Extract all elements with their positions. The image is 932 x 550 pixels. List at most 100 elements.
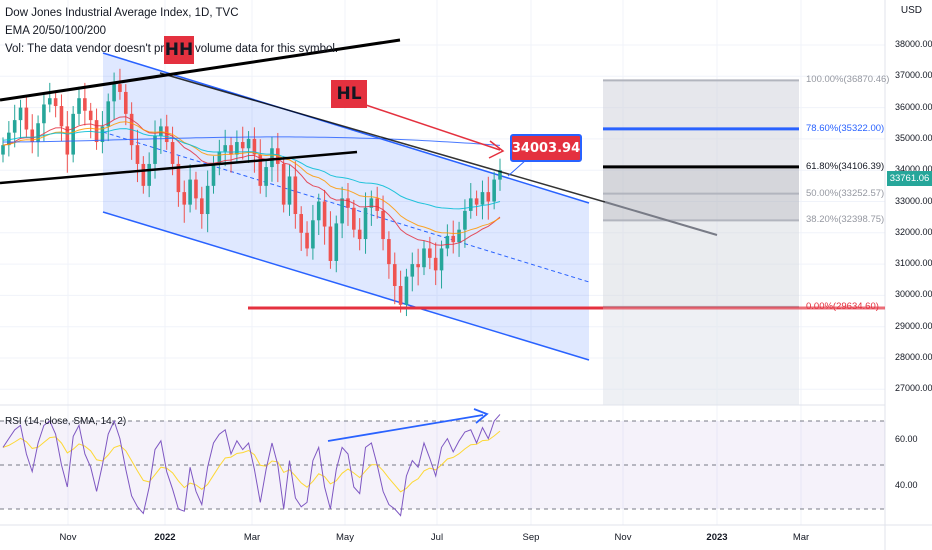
currency-label: USD bbox=[900, 5, 922, 16]
ema-legend[interactable]: EMA 20/50/100/200 bbox=[5, 25, 107, 37]
candle-body bbox=[18, 107, 23, 121]
time-axis-label: Mar bbox=[243, 532, 261, 543]
price-axis-label: 32000.00 bbox=[895, 226, 932, 237]
candle-body bbox=[439, 248, 444, 271]
candle-body bbox=[340, 198, 344, 224]
candle-body bbox=[205, 185, 210, 215]
candle-body bbox=[153, 135, 157, 164]
candle-body bbox=[352, 207, 356, 230]
candle-body bbox=[428, 248, 432, 258]
candle-body bbox=[42, 104, 46, 124]
candles bbox=[1, 68, 502, 317]
candle-body bbox=[246, 138, 251, 149]
fib-retracement[interactable] bbox=[603, 79, 799, 405]
trendline-upper bbox=[0, 38, 401, 102]
candle-body bbox=[381, 210, 385, 240]
ema-lines bbox=[2, 116, 501, 246]
candle-body bbox=[188, 179, 192, 205]
candle-body bbox=[112, 84, 116, 102]
fib-zone-upper bbox=[603, 80, 799, 167]
fib-label: 0.00%(29634.60) bbox=[806, 300, 879, 312]
candle-body bbox=[36, 123, 40, 143]
ema-50-line bbox=[2, 121, 501, 235]
candle-body bbox=[346, 198, 350, 208]
candle-body bbox=[106, 101, 111, 127]
candle-body bbox=[235, 142, 239, 155]
candle-body bbox=[30, 129, 35, 143]
hl-label[interactable]: HL bbox=[331, 80, 367, 108]
candle-body bbox=[293, 176, 298, 215]
time-axis-label: 2023 bbox=[706, 532, 728, 543]
price-axis-label: 34000.00 bbox=[895, 164, 932, 175]
fib-label: 50.00%(33252.57) bbox=[806, 187, 885, 199]
candle-body bbox=[12, 120, 17, 133]
rsi-arrow-head bbox=[473, 408, 489, 424]
candle-body bbox=[281, 163, 286, 205]
candle-body bbox=[24, 107, 29, 130]
resistance-line bbox=[159, 72, 606, 203]
candle-body bbox=[387, 239, 391, 265]
drawings[interactable] bbox=[0, 38, 885, 310]
candle-body bbox=[1, 145, 5, 155]
price-axis-label: 29000.00 bbox=[895, 320, 932, 331]
chart-title: Dow Jones Industrial Average Index, 1D, … bbox=[5, 7, 239, 19]
time-axis-label: May bbox=[336, 532, 354, 543]
fib-label: 100.00%(36870.46) bbox=[806, 74, 890, 86]
rsi-divergence-arrow bbox=[327, 414, 484, 442]
candle-body bbox=[311, 220, 315, 249]
candle-body bbox=[217, 151, 222, 164]
price-axis-label: 28000.00 bbox=[895, 352, 932, 362]
candle-body bbox=[474, 198, 479, 205]
ema-20-line bbox=[2, 116, 501, 246]
hh-label[interactable]: HH bbox=[164, 36, 194, 64]
candle-body bbox=[375, 198, 380, 211]
candle-body bbox=[240, 142, 245, 149]
candle-body bbox=[404, 276, 409, 305]
time-axis-label: Nov bbox=[59, 532, 77, 543]
candle-body bbox=[123, 91, 128, 114]
candle-body bbox=[305, 232, 309, 249]
ema-100-line bbox=[2, 128, 501, 210]
ema-200-line bbox=[3, 136, 501, 146]
candle-body bbox=[422, 248, 426, 268]
fib-label: 78.60%(35322.00) bbox=[806, 122, 885, 134]
price-axis-label: 35000.00 bbox=[895, 132, 932, 143]
candle-body bbox=[445, 235, 450, 249]
candle-body bbox=[77, 98, 81, 114]
candle-body bbox=[118, 84, 122, 92]
candle-body bbox=[211, 163, 216, 186]
rsi-axis-40: 40.00 bbox=[895, 480, 918, 490]
candle-body bbox=[451, 235, 456, 243]
candle-body bbox=[200, 198, 204, 215]
candle-body bbox=[59, 106, 64, 127]
candle-body bbox=[357, 229, 362, 240]
price-target-tag[interactable]: 34003.94 bbox=[510, 134, 582, 162]
candle-body bbox=[135, 145, 140, 164]
resistance-extension bbox=[604, 201, 718, 236]
candle-body bbox=[410, 264, 415, 277]
candle-body bbox=[322, 201, 327, 227]
fib-zone-lower bbox=[603, 220, 799, 307]
candle-body bbox=[498, 170, 502, 180]
candle-body bbox=[223, 145, 227, 152]
price-axis-label: 36000.00 bbox=[895, 101, 932, 112]
candle-body bbox=[229, 145, 233, 155]
candle-body bbox=[328, 226, 333, 261]
candle-body bbox=[53, 98, 58, 107]
candle-body bbox=[83, 98, 87, 111]
price-axis-label: 27000.00 bbox=[895, 383, 932, 394]
candle-body bbox=[94, 120, 99, 143]
channel-median bbox=[102, 131, 590, 283]
arrow-red bbox=[353, 100, 501, 151]
rsi-pane[interactable] bbox=[0, 408, 885, 517]
candle-body bbox=[334, 223, 339, 261]
candle-body bbox=[170, 142, 175, 164]
fib-label: 61.80%(34106.39) bbox=[806, 160, 885, 172]
arrow-red-head bbox=[488, 140, 505, 159]
rsi-legend[interactable]: RSI (14, close, SMA, 14, 2) bbox=[5, 416, 127, 427]
channel-top bbox=[102, 52, 590, 204]
candle-body bbox=[369, 198, 374, 208]
time-axis-label: Sep bbox=[522, 532, 540, 543]
candle-body bbox=[258, 154, 263, 186]
